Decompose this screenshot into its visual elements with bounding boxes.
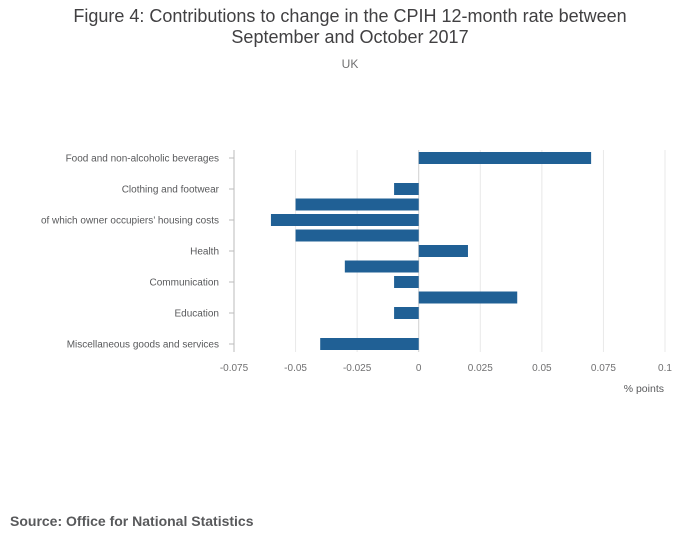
category-labels: Food and non-alcoholic beverages Clothing…	[41, 154, 234, 351]
bar[interactable]	[344, 260, 419, 273]
bar[interactable]	[295, 198, 419, 211]
chart-title: Figure 4: Contributions to change in the…	[0, 6, 700, 48]
category-label: Education	[175, 309, 219, 320]
source-note: Source: Office for National Statistics	[10, 513, 254, 529]
category-label: Health	[190, 247, 219, 258]
category-label: Clothing and footwear	[122, 185, 220, 196]
bar[interactable]	[418, 291, 518, 304]
x-tick-label: 0.1	[658, 363, 672, 374]
x-tick-label: -0.025	[343, 363, 372, 374]
bar[interactable]	[270, 214, 419, 226]
chart-subtitle: UK	[341, 57, 359, 71]
bar[interactable]	[295, 229, 419, 242]
x-tick-label: 0.025	[468, 363, 493, 374]
bar[interactable]	[394, 307, 419, 319]
category-label: of which owner occupiers’ housing costs	[41, 216, 219, 227]
title-line-2: September and October 2017	[231, 27, 469, 47]
x-tick-label: 0.05	[532, 363, 552, 374]
x-axis-title: % points	[624, 383, 664, 395]
x-tick-label: 0.075	[591, 363, 616, 374]
bar[interactable]	[418, 152, 592, 164]
category-label: Food and non-alcoholic beverages	[66, 154, 219, 165]
bar[interactable]	[394, 183, 419, 195]
bar[interactable]	[418, 245, 468, 257]
bar[interactable]	[394, 276, 419, 288]
category-label: Miscellaneous goods and services	[67, 340, 219, 351]
bar[interactable]	[320, 338, 419, 350]
x-tick-label: 0	[416, 363, 422, 374]
category-label: Communication	[150, 278, 219, 289]
x-tick-label: -0.05	[284, 363, 307, 374]
title-line-1: Figure 4: Contributions to change in the…	[73, 6, 627, 26]
bars	[270, 152, 592, 350]
x-tick-label: -0.075	[220, 363, 249, 374]
x-tick-labels: -0.075 -0.05 -0.025 0 0.025 0.05 0.075 0.1	[220, 363, 673, 374]
